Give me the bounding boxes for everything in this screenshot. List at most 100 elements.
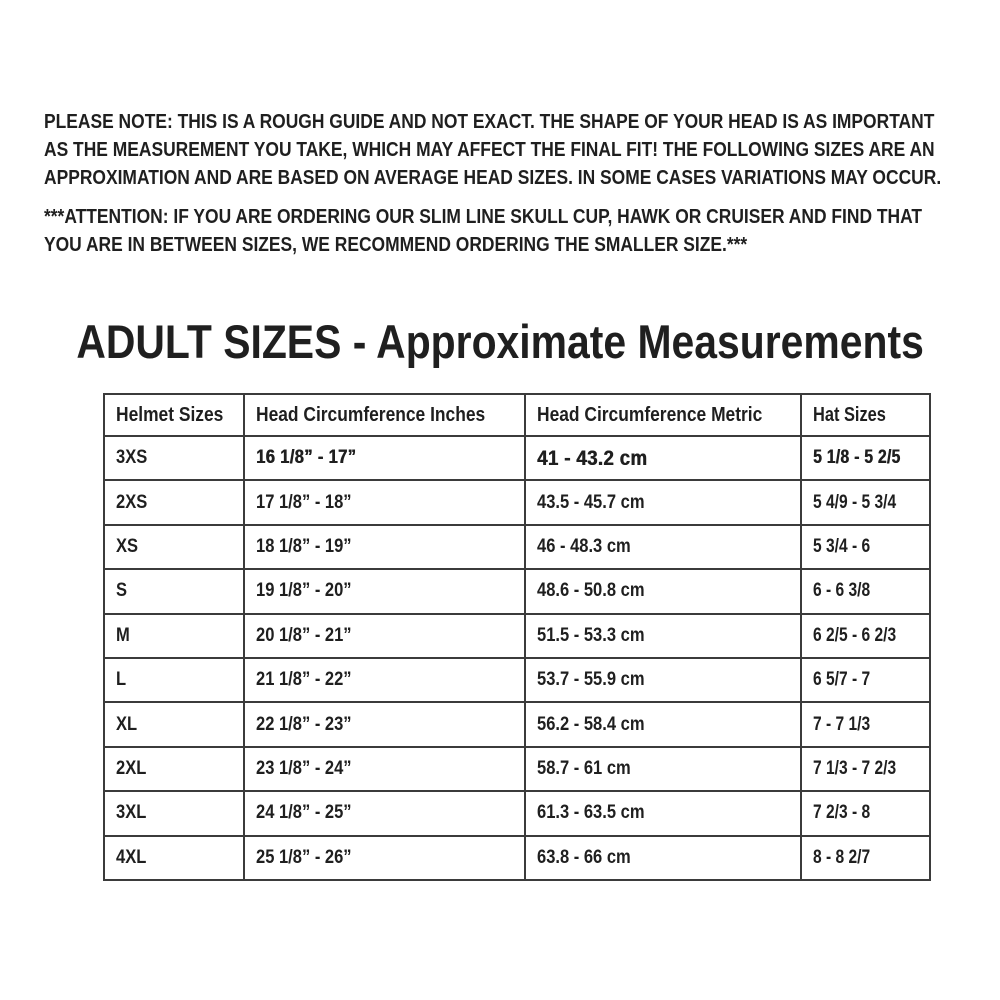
cell-metric: 46 - 48.3 cm xyxy=(523,523,802,571)
cell-hat-size: 7 2/3 - 8 xyxy=(799,790,931,837)
cell-inches: 21 1/8” - 22” xyxy=(243,656,526,704)
cell-inches: 18 1/8” - 19” xyxy=(243,523,526,571)
metric-value: 43.5 - 45.7 cm xyxy=(536,491,645,513)
attention-paragraph: ***ATTENTION: IF YOU ARE ORDERING OUR SL… xyxy=(44,205,923,256)
header-circumference-inches-label: Head Circumference Inches xyxy=(256,403,486,426)
cell-hat-size: 7 - 7 1/3 xyxy=(799,701,931,748)
cell-helmet-size: M xyxy=(102,612,246,659)
cell-hat-size: 6 5/7 - 7 xyxy=(799,656,931,704)
cell-inches: 20 1/8” - 21” xyxy=(243,612,526,659)
cell-metric: 51.5 - 53.3 cm xyxy=(523,612,802,659)
inches-value: 21 1/8” - 22” xyxy=(256,669,352,691)
hat-size-value: 5 3/4 - 6 xyxy=(812,535,870,557)
inches-value: 19 1/8” - 20” xyxy=(256,580,352,602)
cell-helmet-size: 2XS xyxy=(102,479,246,526)
header-hat-sizes: Hat Sizes xyxy=(799,393,931,437)
metric-value: 46 - 48.3 cm xyxy=(536,535,631,557)
cell-inches: 17 1/8” - 18” xyxy=(243,479,526,526)
helmet-size-value: S xyxy=(116,580,128,602)
table-row-3xs: 3XS 16 1/8” - 17” 41 - 43.2 cm 5 1/8 - 5… xyxy=(102,434,931,482)
cell-helmet-size: 2XL xyxy=(102,745,246,793)
cell-helmet-size: 4XL xyxy=(102,834,246,881)
header-row: Helmet Sizes Head Circumference Inches H… xyxy=(102,393,931,437)
table-header: Helmet Sizes Head Circumference Inches H… xyxy=(102,393,931,437)
table-body: 3XS 16 1/8” - 17” 41 - 43.2 cm 5 1/8 - 5… xyxy=(102,434,931,881)
cell-metric: 43.5 - 45.7 cm xyxy=(523,479,802,526)
cell-inches: 23 1/8” - 24” xyxy=(243,745,526,793)
cell-metric: 61.3 - 63.5 cm xyxy=(523,790,802,837)
table-row-s: S 19 1/8” - 20” 48.6 - 50.8 cm 6 - 6 3/8 xyxy=(102,568,931,615)
metric-value: 63.8 - 66 cm xyxy=(536,846,631,868)
cell-metric: 56.2 - 58.4 cm xyxy=(523,701,802,748)
cell-helmet-size: XL xyxy=(102,701,246,748)
table-row-3xl: 3XL 24 1/8” - 25” 61.3 - 63.5 cm 7 2/3 -… xyxy=(102,790,931,837)
hat-size-value: 6 - 6 3/8 xyxy=(812,580,870,602)
cell-hat-size: 5 1/8 - 5 2/5 xyxy=(799,434,931,482)
cell-hat-size: 6 2/5 - 6 2/3 xyxy=(799,612,931,659)
metric-value: 61.3 - 63.5 cm xyxy=(536,802,645,824)
hat-size-value: 5 1/8 - 5 2/5 xyxy=(812,447,901,469)
helmet-size-value: 3XS xyxy=(116,447,148,469)
helmet-size-value: 2XL xyxy=(116,757,147,779)
table-row-xs: XS 18 1/8” - 19” 46 - 48.3 cm 5 3/4 - 6 xyxy=(102,523,931,571)
helmet-size-value: 3XL xyxy=(116,802,147,824)
cell-hat-size: 6 - 6 3/8 xyxy=(799,568,931,615)
inches-value: 18 1/8” - 19” xyxy=(256,535,352,557)
header-hat-sizes-label: Hat Sizes xyxy=(812,403,886,426)
cell-helmet-size: XS xyxy=(102,523,246,571)
inches-value: 17 1/8” - 18” xyxy=(256,491,352,513)
cell-metric: 48.6 - 50.8 cm xyxy=(523,568,802,615)
inches-value: 20 1/8” - 21” xyxy=(256,624,352,646)
helmet-size-value: L xyxy=(116,669,127,691)
header-helmet-sizes: Helmet Sizes xyxy=(102,393,246,437)
cell-hat-size: 7 1/3 - 7 2/3 xyxy=(799,745,931,793)
cell-metric: 58.7 - 61 cm xyxy=(523,745,802,793)
metric-value: 51.5 - 53.3 cm xyxy=(536,624,645,646)
hat-size-value: 7 1/3 - 7 2/3 xyxy=(812,757,896,779)
inches-value: 23 1/8” - 24” xyxy=(256,757,352,779)
helmet-size-value: 4XL xyxy=(116,846,147,868)
cell-helmet-size: L xyxy=(102,656,246,704)
cell-inches: 22 1/8” - 23” xyxy=(243,701,526,748)
cell-metric: 41 - 43.2 cm xyxy=(523,434,802,482)
header-circumference-inches: Head Circumference Inches xyxy=(243,393,526,437)
hat-size-value: 6 2/5 - 6 2/3 xyxy=(812,624,896,646)
hat-size-value: 7 - 7 1/3 xyxy=(812,713,870,735)
inches-value: 22 1/8” - 23” xyxy=(256,713,352,735)
inches-value: 16 1/8” - 17” xyxy=(256,447,357,469)
cell-hat-size: 8 - 8 2/7 xyxy=(799,834,931,881)
cell-metric: 53.7 - 55.9 cm xyxy=(523,656,802,704)
header-circumference-metric-label: Head Circumference Metric xyxy=(536,403,763,426)
cell-inches: 16 1/8” - 17” xyxy=(243,434,526,482)
page-title-text: ADULT SIZES - Approximate Measurements xyxy=(76,315,924,368)
table-row-2xl: 2XL 23 1/8” - 24” 58.7 - 61 cm 7 1/3 - 7… xyxy=(102,745,931,793)
metric-value: 58.7 - 61 cm xyxy=(536,757,631,779)
cell-hat-size: 5 3/4 - 6 xyxy=(799,523,931,571)
header-helmet-sizes-label: Helmet Sizes xyxy=(116,403,224,426)
helmet-size-value: XL xyxy=(116,713,138,735)
cell-helmet-size: S xyxy=(102,568,246,615)
cell-helmet-size: 3XS xyxy=(102,434,246,482)
hat-size-value: 8 - 8 2/7 xyxy=(812,846,870,868)
hat-size-value: 7 2/3 - 8 xyxy=(812,802,870,824)
table-row-xl: XL 22 1/8” - 23” 56.2 - 58.4 cm 7 - 7 1/… xyxy=(102,701,931,748)
note-paragraph: PLEASE NOTE: THIS IS A ROUGH GUIDE AND N… xyxy=(44,110,942,189)
metric-value: 53.7 - 55.9 cm xyxy=(536,669,645,691)
page-title: ADULT SIZES - Approximate Measurements xyxy=(0,316,1000,368)
helmet-size-value: 2XS xyxy=(116,491,148,513)
cell-inches: 24 1/8” - 25” xyxy=(243,790,526,837)
cell-helmet-size: 3XL xyxy=(102,790,246,837)
cell-inches: 19 1/8” - 20” xyxy=(243,568,526,615)
size-chart-table: Helmet Sizes Head Circumference Inches H… xyxy=(102,393,931,881)
metric-value: 56.2 - 58.4 cm xyxy=(536,713,645,735)
helmet-size-value: XS xyxy=(116,535,139,557)
hat-size-value: 6 5/7 - 7 xyxy=(812,669,870,691)
metric-value: 48.6 - 50.8 cm xyxy=(536,580,645,602)
inches-value: 25 1/8” - 26” xyxy=(256,846,352,868)
metric-value: 41 - 43.2 cm xyxy=(536,445,648,470)
header-circumference-metric: Head Circumference Metric xyxy=(523,393,802,437)
cell-inches: 25 1/8” - 26” xyxy=(243,834,526,881)
table-row-2xs: 2XS 17 1/8” - 18” 43.5 - 45.7 cm 5 4/9 -… xyxy=(102,479,931,526)
helmet-size-value: M xyxy=(116,624,130,646)
hat-size-value: 5 4/9 - 5 3/4 xyxy=(812,491,896,513)
